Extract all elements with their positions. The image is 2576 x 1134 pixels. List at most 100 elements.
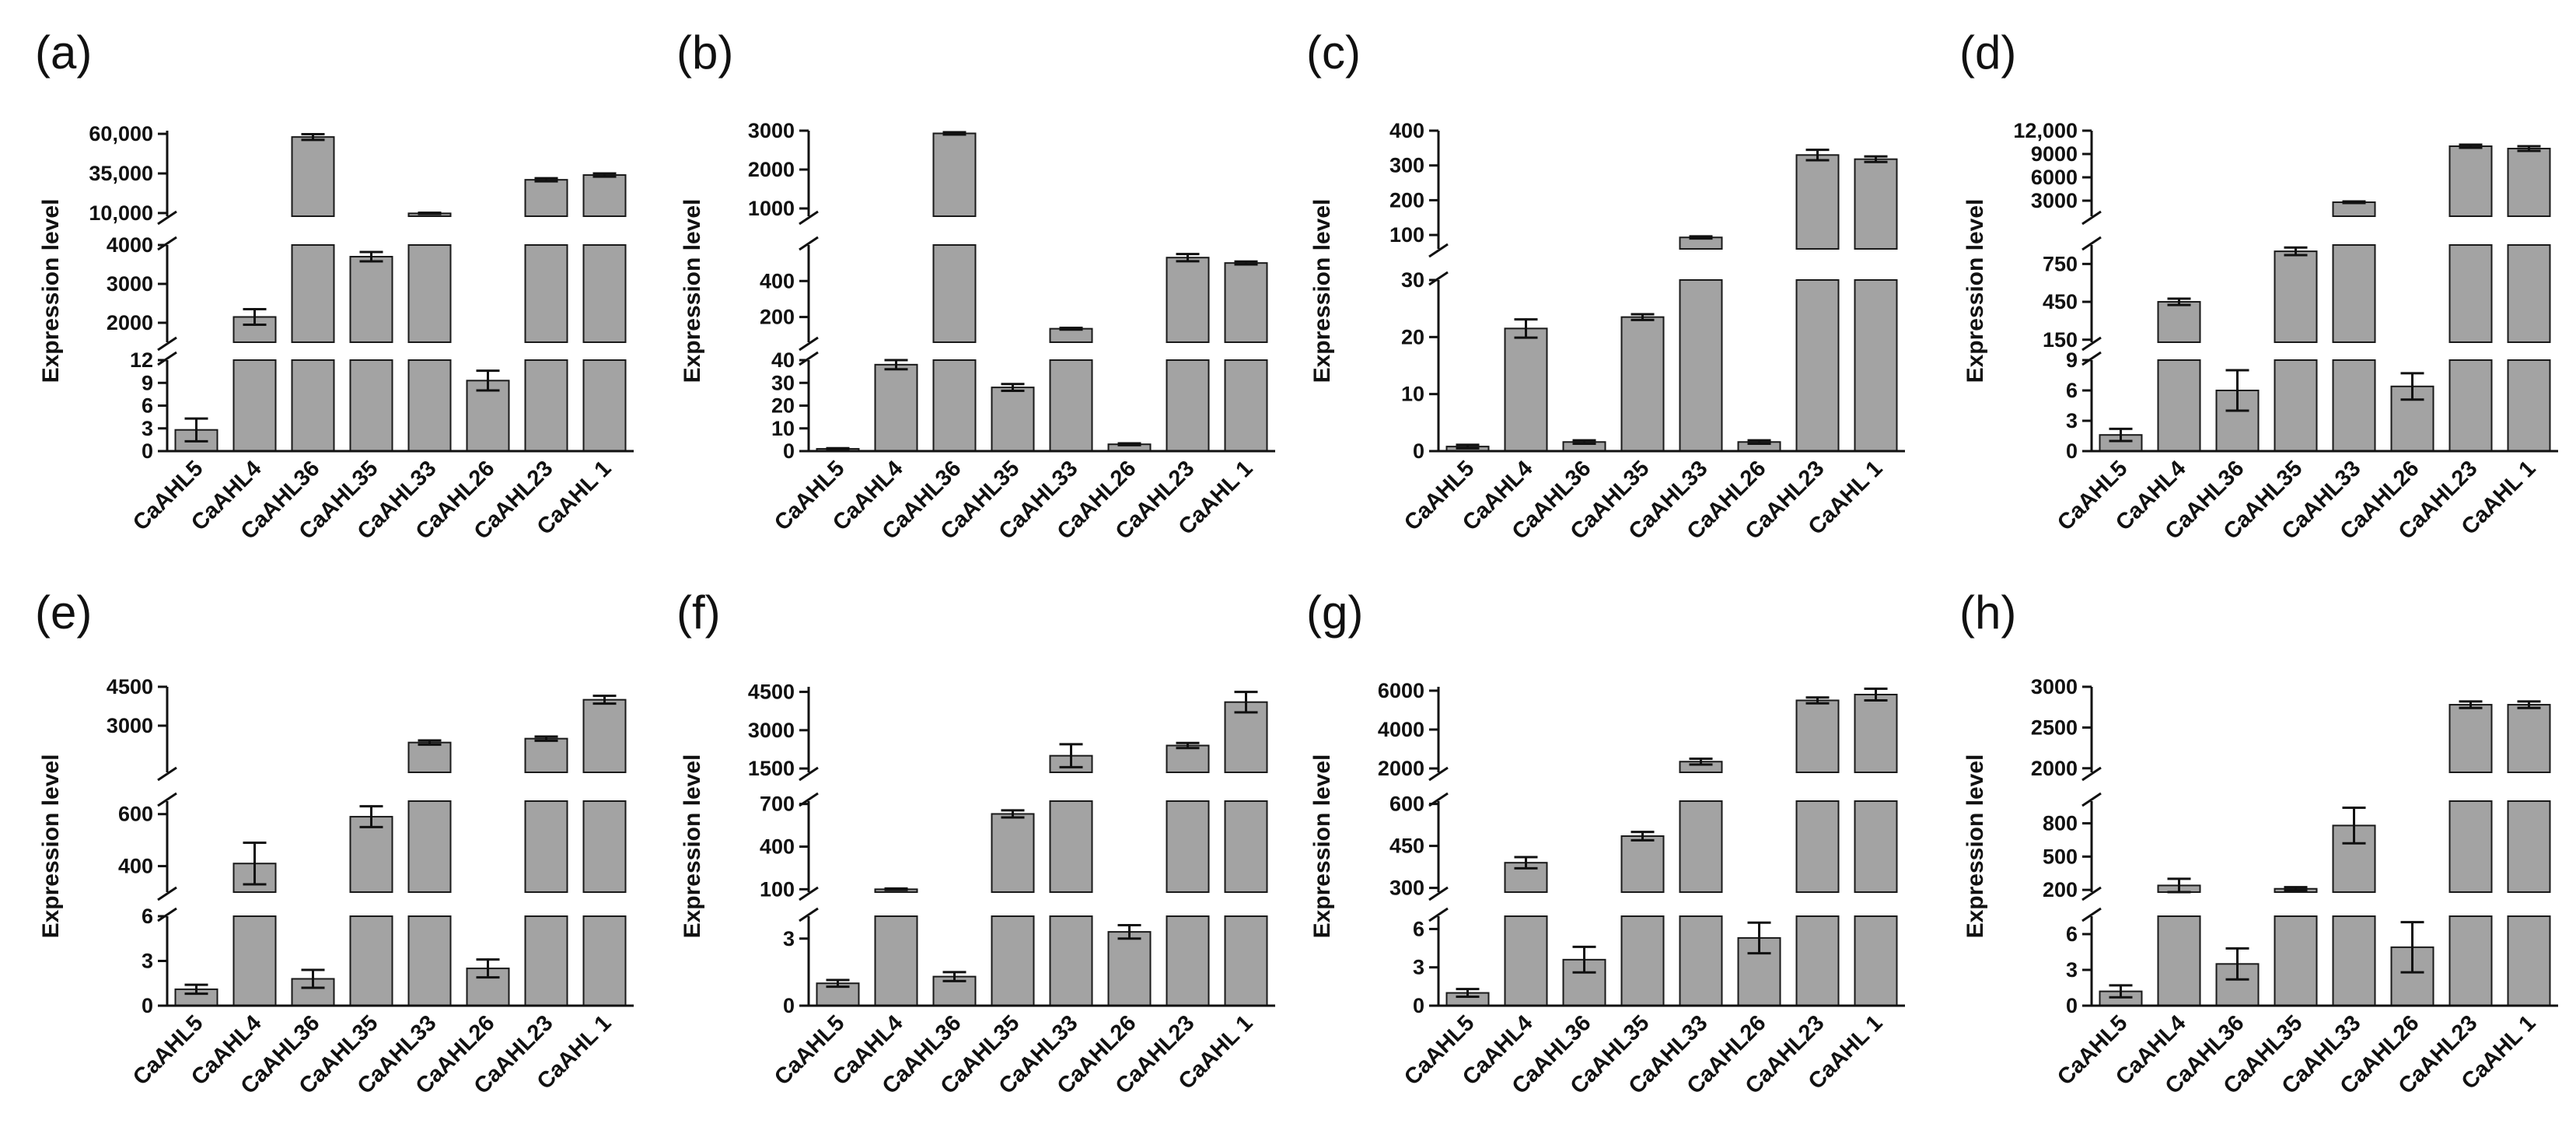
y-tick-label: 700	[760, 793, 795, 816]
axis-break-mark	[1428, 243, 1449, 258]
error-bar	[2167, 297, 2191, 306]
panel-letter: (b)	[676, 26, 733, 79]
bar-segment	[291, 244, 335, 343]
y-tick-label: 0	[142, 994, 153, 1017]
y-tick-label: 2500	[2031, 716, 2078, 739]
bar	[407, 741, 452, 1006]
y-tick-label: 4000	[107, 233, 153, 257]
y-tick-label: 1500	[748, 757, 795, 780]
bar	[1854, 694, 1898, 1006]
bar	[524, 179, 568, 452]
bar-segment	[2507, 704, 2551, 773]
y-tick-label: 200	[760, 306, 795, 329]
bar-segment	[2448, 359, 2493, 452]
bar-segment	[2448, 704, 2493, 773]
y-tick-label: 100	[1389, 223, 1424, 247]
error-bar	[476, 369, 500, 392]
y-tick-label: 4500	[748, 681, 795, 704]
bar-segment	[1620, 316, 1665, 452]
bar-segment	[232, 915, 277, 1006]
error-bar	[2284, 246, 2308, 257]
y-tick-label: 30	[771, 371, 795, 394]
axis-break-mark	[2081, 907, 2102, 922]
y-tick-label: 1000	[748, 197, 795, 220]
bar-segment	[2448, 915, 2493, 1006]
bar-segment	[1854, 158, 1898, 250]
bar	[1620, 835, 1665, 1006]
bar	[1620, 316, 1665, 452]
y-tick-label: 9	[2066, 348, 2078, 372]
error-bar	[243, 841, 267, 886]
y-tick-label: 3	[783, 927, 795, 950]
bar-segment	[524, 915, 568, 1006]
bar-segment	[2157, 359, 2201, 452]
error-bar	[2459, 700, 2483, 709]
panel-letter: (g)	[1306, 586, 1363, 639]
bar-segment	[1049, 800, 1093, 893]
bar-segment	[932, 132, 977, 217]
y-tick-label: 800	[2043, 812, 2078, 835]
bar	[1679, 761, 1723, 1006]
bar-segment	[2448, 145, 2493, 217]
y-axis-label: Expression level	[38, 754, 64, 939]
y-tick-label: 3000	[2031, 189, 2078, 212]
bar-segment	[291, 136, 335, 217]
bar-segment	[1224, 701, 1268, 773]
error-bar	[359, 805, 383, 828]
axis-break-mark	[1428, 792, 1449, 807]
bar-segment	[1795, 699, 1840, 773]
bar	[291, 136, 335, 452]
error-bar	[1117, 442, 1141, 446]
y-tick-label: 10	[1401, 383, 1424, 406]
error-bar	[2342, 807, 2366, 845]
bar-segment	[1049, 359, 1093, 452]
bar-segment	[2274, 915, 2318, 1006]
error-bar	[2167, 877, 2191, 894]
y-axis-label: Expression level	[1963, 754, 1988, 939]
error-bar	[2517, 700, 2541, 709]
axis-break-mark	[1428, 907, 1449, 922]
y-tick-label: 300	[1389, 154, 1424, 177]
bar	[1049, 327, 1093, 452]
error-bar	[2225, 947, 2249, 981]
error-bar	[1001, 809, 1025, 819]
error-bar	[1456, 988, 1480, 998]
y-tick-label: 150	[2043, 328, 2078, 352]
error-bar	[1689, 235, 1713, 240]
bar	[1504, 327, 1548, 453]
bar	[524, 737, 568, 1006]
bar-segment	[1795, 154, 1840, 250]
bar-segment	[1504, 327, 1548, 453]
error-bar	[1689, 758, 1713, 766]
error-bar	[1001, 383, 1025, 392]
bar	[1795, 699, 1840, 1006]
y-tick-label: 3000	[748, 119, 795, 142]
bar-segment	[1107, 931, 1152, 1006]
error-bar	[1572, 439, 1596, 445]
y-tick-label: 4000	[1378, 718, 1424, 741]
error-bar	[2109, 984, 2133, 999]
y-tick-label: 6000	[2031, 166, 2078, 189]
bar-segment	[1166, 744, 1210, 774]
chart-panel: (g)Expression levelCaAHL5CaAHL4CaAHL36Ca…	[1306, 586, 1905, 1099]
bar	[874, 363, 918, 453]
y-axis-label: Expression level	[38, 199, 64, 383]
bar-segment	[1224, 915, 1268, 1006]
error-bar	[2225, 369, 2249, 412]
bar	[2448, 704, 2493, 1006]
axis-break-mark	[799, 236, 819, 251]
bar	[2274, 887, 2318, 1006]
bar-segment	[582, 915, 627, 1006]
y-tick-label: 500	[2043, 845, 2078, 868]
bar-segment	[407, 915, 452, 1006]
bar	[1679, 236, 1723, 452]
bar-segment	[2507, 800, 2551, 893]
y-tick-label: 400	[1389, 119, 1424, 142]
bar-segment	[1049, 915, 1093, 1006]
y-tick-label: 3000	[107, 714, 153, 737]
y-tick-label: 0	[783, 994, 795, 1017]
bar	[932, 132, 977, 452]
bar	[582, 698, 627, 1006]
bar-segment	[2390, 946, 2434, 1007]
